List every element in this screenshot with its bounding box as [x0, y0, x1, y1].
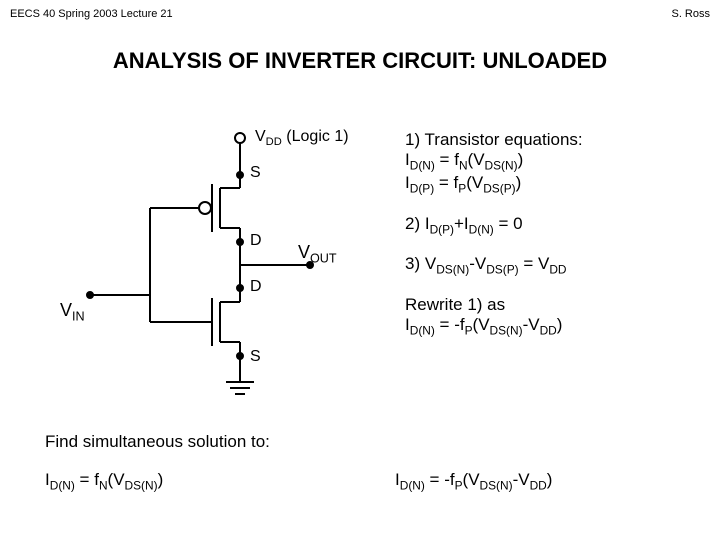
eq4-line2: ID(N) = -fP(VDS(N)-VDD)	[405, 315, 705, 338]
vout-label: VOUT	[298, 242, 337, 266]
bottom-line: Find simultaneous solution to:	[45, 432, 270, 452]
vdd-label: VDD (Logic 1)	[255, 128, 349, 148]
header-left: EECS 40 Spring 2003 Lecture 21	[10, 8, 173, 20]
eq-block-3: 3) VDS(N)-VDS(P) = VDD	[405, 254, 705, 277]
eq-block-4: Rewrite 1) as ID(N) = -fP(VDS(N)-VDD)	[405, 295, 705, 338]
header-right: S. Ross	[671, 8, 710, 20]
eq1-line3: ID(P) = fP(VDS(P))	[405, 173, 705, 196]
s-top-label: S	[250, 164, 261, 182]
equations-area: 1) Transistor equations: ID(N) = fN(VDS(…	[405, 130, 705, 356]
eq-block-2: 2) ID(P)+ID(N) = 0	[405, 214, 705, 237]
d-bot-label: D	[250, 278, 262, 296]
d-top-label: D	[250, 232, 262, 250]
eq1-heading: 1) Transistor equations:	[405, 130, 705, 150]
s-bot-label: S	[250, 348, 261, 366]
bottom-eq-left: ID(N) = fN(VDS(N))	[45, 470, 163, 492]
eq4-heading: Rewrite 1) as	[405, 295, 705, 315]
bottom-eq-right: ID(N) = -fP(VDS(N)-VDD)	[395, 470, 552, 492]
vin-label: VIN	[60, 300, 85, 324]
eq-block-1: 1) Transistor equations: ID(N) = fN(VDS(…	[405, 130, 705, 196]
circuit-svg	[50, 120, 370, 420]
slide-title: ANALYSIS OF INVERTER CIRCUIT: UNLOADED	[0, 48, 720, 74]
circuit-diagram: VDD (Logic 1) S D VOUT D S VIN	[50, 120, 370, 420]
eq1-line2: ID(N) = fN(VDS(N))	[405, 150, 705, 173]
